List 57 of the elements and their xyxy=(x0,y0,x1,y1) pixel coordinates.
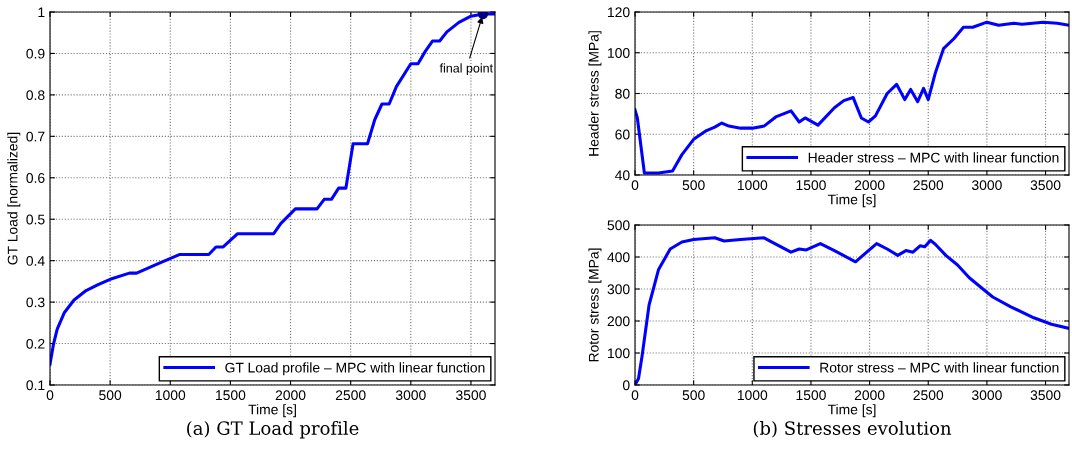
legend-label: GT Load profile – MPC with linear function xyxy=(225,362,485,376)
y-tick-label: 0.8 xyxy=(26,90,45,101)
x-tick-label: 500 xyxy=(682,180,705,191)
x-tick-label: 2500 xyxy=(913,390,944,401)
x-tick-label: 3000 xyxy=(971,180,1002,191)
y-tick-label: 0.9 xyxy=(26,48,45,59)
x-tick-label: 3000 xyxy=(395,390,426,401)
x-tick-label: 3500 xyxy=(456,390,486,401)
x-tick-label: 2000 xyxy=(854,390,885,401)
y-tick-label: 400 xyxy=(607,252,630,263)
x-tick-label: 500 xyxy=(682,390,705,401)
annotation: final point xyxy=(439,63,493,75)
x-tick-label: 500 xyxy=(99,390,122,401)
x-tick-label: 3500 xyxy=(1030,390,1061,401)
legend-label: Header stress – MPC with linear function xyxy=(808,152,1059,163)
y-tick-label: 100 xyxy=(608,348,630,359)
y-tick-label: 0 xyxy=(622,380,630,391)
y-tick-label: 80 xyxy=(615,88,630,99)
x-tick-label: 1000 xyxy=(737,180,768,191)
x-tick-label: 2000 xyxy=(854,180,885,191)
x-tick-label: 0 xyxy=(631,390,639,401)
y-tick-label: 0.2 xyxy=(26,338,45,349)
y-tick-label: 1 xyxy=(38,7,45,18)
y-tick-label: 0.5 xyxy=(26,214,45,225)
y-axis-title: GT Load [normalized] xyxy=(7,132,21,265)
x-tick-label: 3500 xyxy=(1030,180,1061,191)
x-tick-label: 0 xyxy=(631,180,639,191)
x-tick-label: 2500 xyxy=(335,390,366,401)
y-axis-title: Rotor stress [MPa] xyxy=(588,248,602,362)
y-tick-label: 500 xyxy=(607,220,630,231)
x-axis-title: Time [s] xyxy=(827,194,876,208)
y-tick-label: 0.6 xyxy=(26,173,45,183)
y-tick-label: 0.3 xyxy=(26,297,45,308)
text: (b) Stresses evolution xyxy=(753,421,952,438)
text: (a) GT Load profile xyxy=(187,421,359,439)
y-tick-label: 60 xyxy=(615,129,630,140)
x-tick-label: 2000 xyxy=(275,390,306,401)
x-tick-label: 1500 xyxy=(796,180,826,191)
x-tick-label: 3000 xyxy=(971,390,1002,401)
y-axis-title: Header stress [MPa] xyxy=(588,31,602,156)
y-tick-label: 300 xyxy=(607,284,630,295)
x-tick-label: 1000 xyxy=(155,390,186,401)
y-tick-label: 0.1 xyxy=(26,380,45,391)
y-tick-label: 0.7 xyxy=(26,131,45,142)
y-tick-label: 40 xyxy=(615,170,630,181)
x-tick-label: 0 xyxy=(46,390,54,401)
y-tick-label: 0.4 xyxy=(26,256,45,266)
x-tick-label: 1500 xyxy=(796,390,826,401)
y-tick-label: 120 xyxy=(608,7,630,18)
legend-label: Rotor stress – MPC with linear function xyxy=(820,362,1059,373)
y-tick-label: 100 xyxy=(608,48,630,58)
x-axis-title: Time [s] xyxy=(827,404,876,418)
y-tick-label: 200 xyxy=(607,316,630,327)
x-tick-label: 1000 xyxy=(737,390,768,401)
x-tick-label: 2500 xyxy=(913,180,944,191)
x-tick-label: 1500 xyxy=(216,390,246,401)
x-axis-title: Time [s] xyxy=(248,404,296,418)
